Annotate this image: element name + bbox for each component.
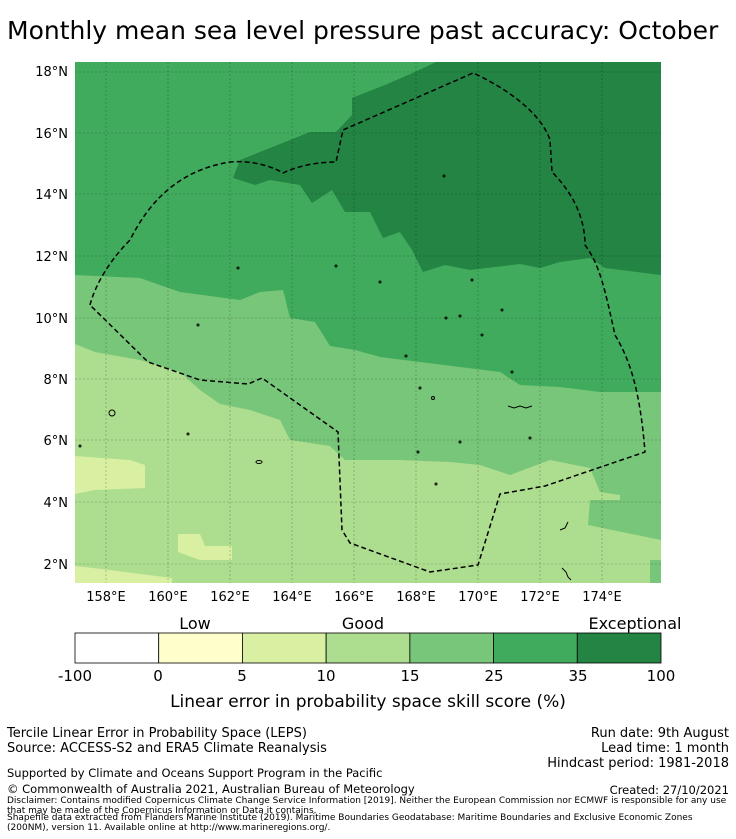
lead-time: Lead time: 1 month bbox=[601, 741, 729, 756]
run-date: Run date: 9th August bbox=[590, 726, 729, 741]
lat-label: 16°N bbox=[35, 127, 68, 142]
longitude-labels: 158°E 160°E 162°E 164°E 166°E 168°E 170°… bbox=[86, 590, 622, 605]
region-10-15 bbox=[75, 344, 661, 583]
map-area bbox=[75, 62, 661, 583]
lon-label: 170°E bbox=[458, 590, 498, 605]
category-good: Good bbox=[341, 614, 385, 633]
lon-label: 166°E bbox=[334, 590, 374, 605]
colorbar-tick: -100 bbox=[57, 667, 93, 685]
support-note: Supported by Climate and Oceans Support … bbox=[7, 766, 383, 780]
lat-label: 6°N bbox=[44, 434, 69, 449]
colorbar-tick: 35 bbox=[568, 667, 588, 685]
lat-label: 14°N bbox=[35, 188, 68, 203]
islands bbox=[78, 174, 572, 581]
region-15-25 bbox=[650, 560, 661, 583]
eez-boundary bbox=[89, 72, 646, 573]
hindcast-period: Hindcast period: 1981-2018 bbox=[547, 756, 729, 771]
region-5-10 bbox=[75, 456, 145, 494]
colorbar-tick: 5 bbox=[237, 667, 247, 685]
lon-label: 172°E bbox=[520, 590, 560, 605]
category-exceptional: Exceptional bbox=[588, 614, 682, 633]
method-label: Tercile Linear Error in Probability Spac… bbox=[7, 726, 307, 741]
source-label: Source: ACCESS-S2 and ERA5 Climate Reana… bbox=[7, 741, 327, 756]
lon-label: 174°E bbox=[582, 590, 622, 605]
skill-map: 18°N 16°N 14°N 12°N 10°N 8°N 6°N 4°N 2°N… bbox=[35, 62, 661, 605]
latitude-labels: 18°N 16°N 14°N 12°N 10°N 8°N 6°N 4°N 2°N bbox=[35, 65, 68, 573]
lat-label: 12°N bbox=[35, 250, 68, 265]
colorbar-tick: 10 bbox=[316, 667, 336, 685]
category-low: Low bbox=[179, 614, 211, 633]
lat-label: 18°N bbox=[35, 65, 68, 80]
lat-label: 10°N bbox=[35, 312, 68, 327]
region-5-10 bbox=[75, 566, 172, 583]
colorbar-tick: 25 bbox=[484, 667, 504, 685]
lon-label: 160°E bbox=[148, 590, 188, 605]
copyright: © Commonwealth of Australia 2021, Austra… bbox=[7, 782, 415, 796]
colorbar-tick: 0 bbox=[153, 667, 163, 685]
lat-label: 2°N bbox=[44, 558, 69, 573]
region-exceptional bbox=[233, 62, 661, 275]
shapefile-credit: Shapefile data extracted from Flanders M… bbox=[7, 813, 693, 833]
region-5-10 bbox=[178, 534, 232, 560]
colorbar-tick: 15 bbox=[400, 667, 420, 685]
disclaimer: Disclaimer: Contains modified Copernicus… bbox=[7, 796, 727, 816]
lat-label: 4°N bbox=[44, 496, 69, 511]
lon-label: 162°E bbox=[210, 590, 250, 605]
colorbar-tick: 100 bbox=[646, 667, 676, 685]
lon-label: 168°E bbox=[396, 590, 436, 605]
colorbar-title: Linear error in probability space skill … bbox=[170, 692, 566, 712]
page-title: Monthly mean sea level pressure past acc… bbox=[7, 16, 719, 45]
lat-label: 8°N bbox=[44, 373, 69, 388]
lon-label: 164°E bbox=[272, 590, 312, 605]
created-date: Created: 27/10/2021 bbox=[609, 783, 729, 797]
gridlines bbox=[75, 62, 661, 583]
lon-label: 158°E bbox=[86, 590, 126, 605]
